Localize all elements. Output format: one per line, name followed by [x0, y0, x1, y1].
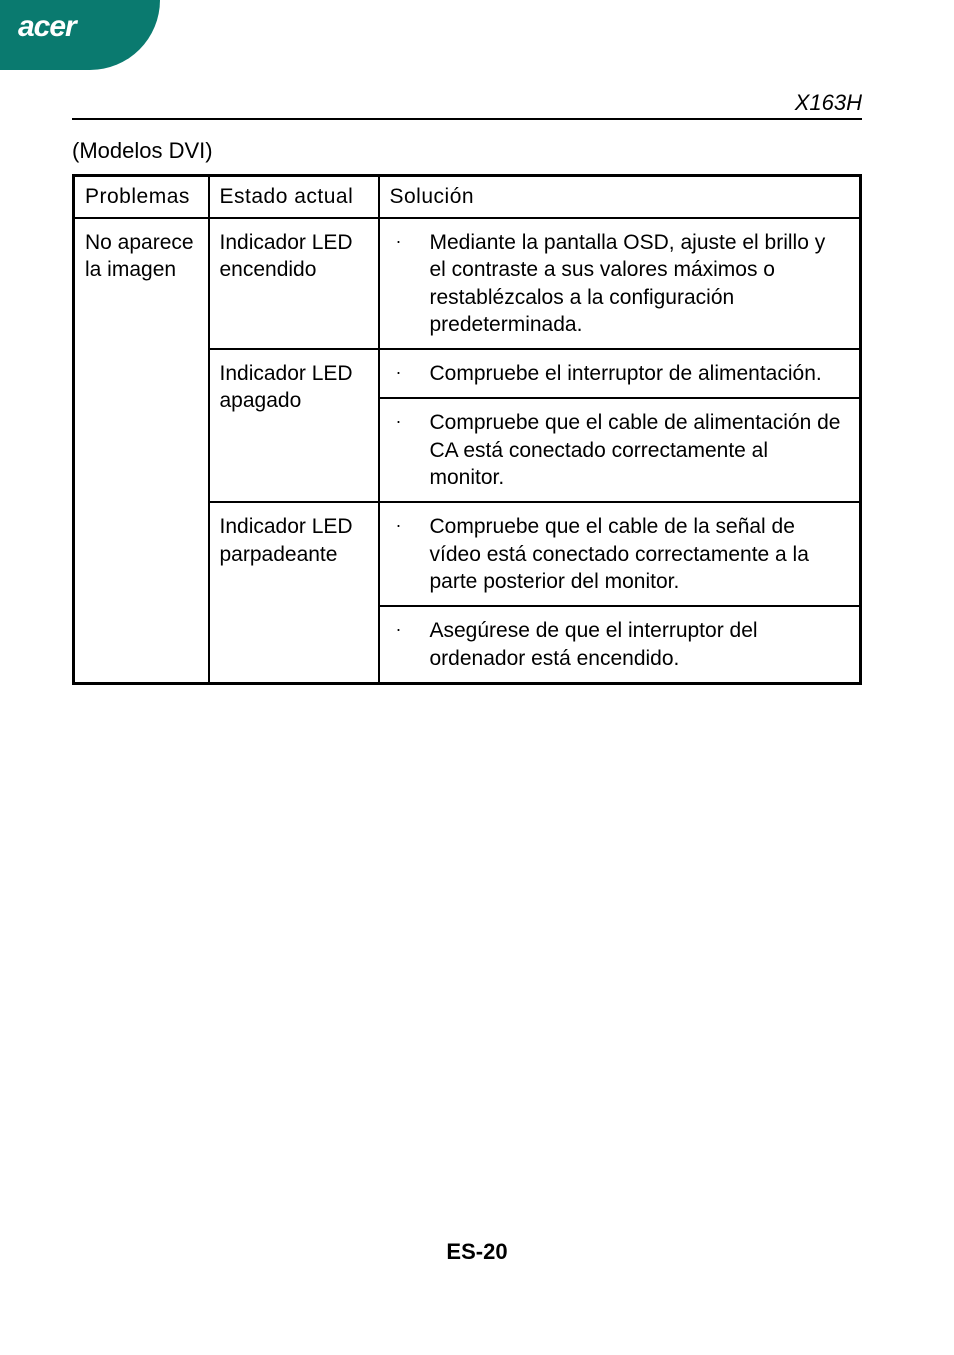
solution-text: Mediante la pantalla OSD, ajuste el bril… [430, 229, 850, 338]
bullet-icon: · [390, 513, 430, 537]
brand-tab: acer [0, 0, 160, 70]
bullet-icon: · [390, 617, 430, 641]
section-title: (Modelos DVI) [72, 138, 862, 164]
solution-text: Compruebe que el cable de la señal de ví… [430, 513, 850, 595]
solution-text: Asegúrese de que el interruptor del orde… [430, 617, 850, 672]
state-cell: Indicador LED parpadeante [209, 502, 379, 683]
bullet-icon: · [390, 409, 430, 433]
col-solucion: Solución [379, 176, 861, 219]
state-cell: Indicador LED apagado [209, 349, 379, 502]
bullet-icon: · [390, 360, 430, 384]
solution-text: Compruebe el interruptor de alimentación… [430, 360, 850, 387]
acer-logo: acer [18, 10, 128, 46]
troubleshooting-table: Problemas Estado actual Solución No apar… [72, 174, 862, 685]
solution-cell: · Asegúrese de que el interruptor del or… [379, 606, 861, 683]
svg-text:acer: acer [18, 10, 79, 43]
col-problemas: Problemas [74, 176, 209, 219]
page-content: X163H (Modelos DVI) Problemas Estado act… [72, 90, 862, 685]
solution-cell: · Mediante la pantalla OSD, ajuste el br… [379, 218, 861, 349]
model-label: X163H [795, 90, 862, 115]
bullet-icon: · [390, 229, 430, 253]
state-cell: Indicador LED encendido [209, 218, 379, 349]
page-number: ES-20 [0, 1239, 954, 1265]
table-header-row: Problemas Estado actual Solución [74, 176, 861, 219]
problem-cell: No aparece la imagen [74, 218, 209, 683]
model-header: X163H [72, 90, 862, 120]
col-estado: Estado actual [209, 176, 379, 219]
solution-cell: · Compruebe que el cable de la señal de … [379, 502, 861, 606]
solution-cell: · Compruebe que el cable de alimentación… [379, 398, 861, 502]
solution-cell: · Compruebe el interruptor de alimentaci… [379, 349, 861, 398]
table-row: No aparece la imagen Indicador LED encen… [74, 218, 861, 349]
solution-text: Compruebe que el cable de alimentación d… [430, 409, 850, 491]
